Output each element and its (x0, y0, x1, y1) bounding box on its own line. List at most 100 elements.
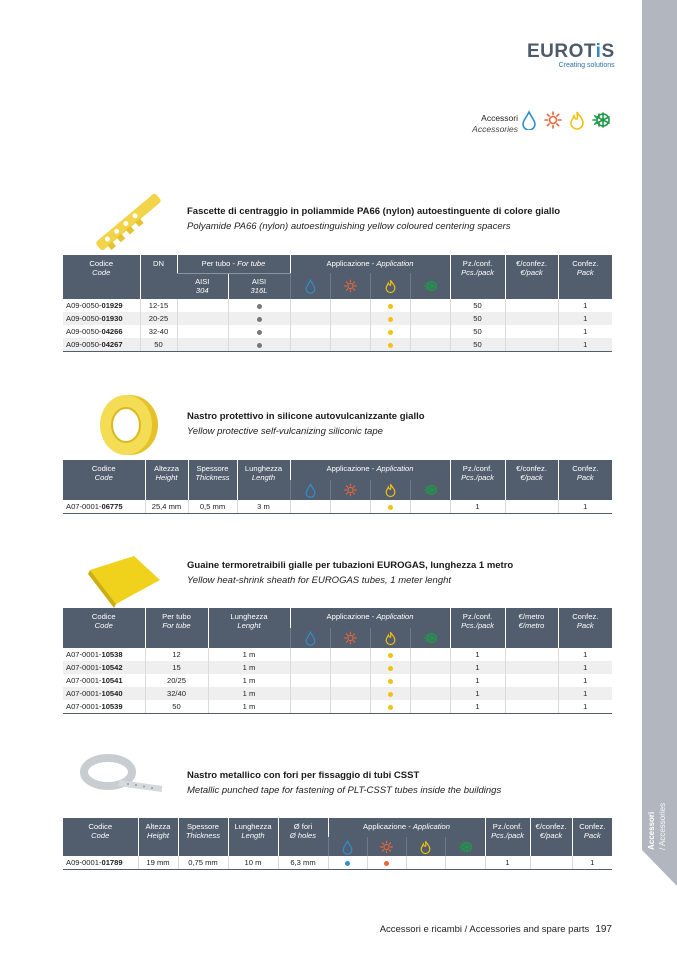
header-label-en: Code (91, 831, 110, 840)
application-dot-indicator (387, 652, 393, 658)
application-cell (329, 687, 370, 700)
table-row: A09-0050-04266 32-40 50 1 (63, 325, 613, 338)
column-group-header: Per tubo - For tube (176, 255, 290, 274)
header-label-it: Codice (91, 612, 116, 621)
application-cell (409, 661, 451, 674)
code-prefix: A07-0001- (66, 689, 102, 698)
header-label-it: Confez. (572, 612, 599, 621)
heat-shrink-sheath-image (88, 556, 160, 608)
cell-value: 1 (449, 674, 506, 687)
cell-value: 10 m (227, 856, 278, 870)
table-row: A09-0050-01929 12-15 50 1 (63, 299, 613, 312)
centering-spacer-image (96, 193, 161, 251)
application-cell (369, 299, 410, 312)
table-row: A09-0050-01930 20-25 50 1 (63, 312, 613, 325)
cell-value: 50 (139, 338, 177, 352)
cell-value (504, 700, 559, 714)
cell-value: 1 (557, 299, 613, 312)
product-title: Guaine termoretraibili gialle per tubazi… (187, 558, 513, 588)
application-header: Applicazione - Application (289, 460, 451, 480)
flame-icon (405, 837, 445, 856)
header-label-en: €/pack (520, 473, 543, 482)
column-header: Per tubo For tube (144, 608, 208, 648)
cell-value: 50 (449, 325, 506, 338)
product-code: A09-0001-01789 (63, 856, 138, 870)
application-label-en: Application (412, 822, 450, 831)
header-label-it: Pz./conf. (462, 259, 493, 268)
cell-value: 50 (449, 312, 506, 325)
product-code: A09-0050-04266 (63, 325, 140, 338)
page-footer: Accessori e ricambi / Accessories and sp… (350, 924, 612, 935)
cell-value (504, 661, 559, 674)
column-header: Lunghezza Length (236, 460, 290, 500)
code-suffix: 10541 (101, 676, 123, 685)
column-header: Pz./conf. Pcs./pack (449, 460, 506, 500)
application-cell (327, 856, 367, 870)
column-header: Ø fori Ø holes (277, 818, 328, 856)
application-cell (289, 312, 330, 325)
header-label-en: Ø holes (289, 831, 317, 840)
cell-value: 1 (449, 648, 506, 661)
material-cell (227, 338, 290, 352)
code-prefix: A09-0050- (66, 327, 102, 336)
application-cell (369, 338, 410, 352)
column-header: Spessore Thickness (187, 460, 237, 500)
product-code: A09-0050-04267 (63, 338, 140, 352)
application-cell (289, 500, 330, 514)
header-label-it: Altezza (145, 822, 171, 831)
header-label-en: Thickness (195, 473, 230, 482)
application-cell (329, 338, 370, 352)
cell-value: 50 (144, 700, 208, 714)
product-code: A07-0001-10538 (63, 648, 145, 661)
column-subheader: AISI 304 (177, 273, 228, 299)
header-label-en: Code (92, 268, 111, 277)
application-cell (369, 700, 410, 714)
header-label-en: 316L (250, 285, 268, 295)
cell-value: 1 (557, 648, 613, 661)
code-suffix: 01929 (101, 301, 123, 310)
product-code: A09-0050-01929 (63, 299, 140, 312)
application-cell (289, 661, 330, 674)
application-cell (329, 661, 370, 674)
column-header: Lunghezza Length (227, 818, 278, 856)
product-code: A07-0001-10539 (63, 700, 145, 714)
water-drop-icon (520, 110, 538, 135)
header-label-it: Pz./conf. (462, 612, 493, 621)
code-suffix: 01930 (101, 314, 123, 323)
code-prefix: A07-0001- (66, 676, 102, 685)
header-label-en: Pack (576, 268, 594, 277)
header-label-it: Lunghezza (234, 822, 272, 831)
header-label-en: Length (241, 831, 265, 840)
application-label-en: Application (376, 259, 414, 268)
code-suffix: 10542 (101, 663, 123, 672)
column-header: Codice Code (63, 608, 145, 648)
application-cell (289, 674, 330, 687)
header-label-it: €/confez. (535, 822, 567, 831)
material-cell (176, 299, 228, 312)
column-header: DN (139, 255, 177, 299)
logo-tagline: Creating solutions (558, 62, 615, 69)
column-header: Pz./conf. Pcs./pack (449, 608, 506, 648)
application-cell (405, 856, 445, 870)
group-label-it: Per tubo - (201, 259, 238, 268)
cell-value: 1 m (207, 700, 290, 714)
application-icons (520, 110, 610, 135)
column-header: Lunghezza Lenght (207, 608, 290, 648)
application-dot-indicator (345, 860, 350, 866)
material-cell (176, 325, 228, 338)
column-header: Confez. Pack (557, 460, 613, 500)
application-cell (369, 687, 410, 700)
cell-value: 1 m (207, 661, 290, 674)
header-label-it: €/metro (518, 612, 545, 621)
material-cell (227, 312, 290, 325)
code-prefix: A07-0001- (66, 502, 102, 511)
cell-value: 1 m (207, 687, 290, 700)
code-prefix: A09-0050- (66, 314, 102, 323)
cell-value (504, 325, 559, 338)
application-cell (289, 325, 330, 338)
header-label-en: Code (94, 473, 113, 482)
cell-value: 1 (484, 856, 531, 870)
